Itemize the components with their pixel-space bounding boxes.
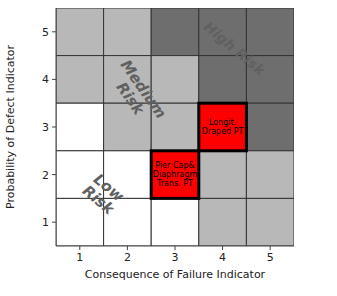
x-tick xyxy=(127,246,128,250)
y-tick xyxy=(52,31,56,32)
cell xyxy=(151,8,199,56)
y-tick xyxy=(52,222,56,223)
cell xyxy=(56,8,104,56)
text-line: Diaphragm xyxy=(153,170,198,179)
cell xyxy=(104,8,152,56)
x-tick xyxy=(175,246,176,250)
x-axis-label: Consequence of Failure Indicator xyxy=(85,268,266,281)
text-line: Pier Cap& xyxy=(155,161,194,170)
plot-area xyxy=(56,8,294,246)
x-tick-label: 5 xyxy=(267,251,274,264)
cell xyxy=(246,198,294,246)
chart: Longit.Draped PT Pier Cap&DiaphragmTrans.… xyxy=(0,0,337,296)
cell xyxy=(151,198,199,246)
cell xyxy=(246,8,294,56)
cell xyxy=(56,56,104,104)
x-tick xyxy=(222,246,223,250)
highlight-border xyxy=(151,151,199,199)
x-tick-label: 2 xyxy=(124,251,131,264)
zone-label: High Risk xyxy=(201,18,270,79)
x-tick-label: 4 xyxy=(219,251,226,264)
x-tick xyxy=(270,246,271,250)
y-tick xyxy=(52,174,56,175)
y-tick-label: 3 xyxy=(42,121,49,134)
y-tick xyxy=(52,79,56,80)
y-tick-label: 1 xyxy=(42,216,49,229)
y-axis-label: Probability of Defect Indicator xyxy=(4,44,17,209)
zone-label: MediumRisk xyxy=(103,57,169,132)
highlight-border xyxy=(199,103,247,151)
text-line: Risk xyxy=(113,79,149,119)
text-line: Draped PT xyxy=(202,127,244,136)
x-tick-label: 1 xyxy=(76,251,83,264)
y-tick xyxy=(52,127,56,128)
y-tick-label: 5 xyxy=(42,26,49,39)
cell xyxy=(199,198,247,246)
text-line: High Risk xyxy=(201,18,270,79)
zone-label: LowRisk xyxy=(79,169,129,219)
cell xyxy=(151,151,199,199)
cell xyxy=(199,103,247,151)
cell-label: Longit.Draped PT xyxy=(202,118,244,136)
cell xyxy=(246,151,294,199)
text-line: Trans. PT xyxy=(156,179,193,188)
x-tick xyxy=(79,246,80,250)
cell xyxy=(246,103,294,151)
y-tick-label: 4 xyxy=(42,73,49,86)
cell xyxy=(56,103,104,151)
cell xyxy=(199,151,247,199)
cell-label: Pier Cap&DiaphragmTrans. PT xyxy=(153,161,198,188)
y-tick-label: 2 xyxy=(42,169,49,182)
text-line: Longit. xyxy=(209,118,236,127)
text-line: Risk xyxy=(79,182,119,219)
x-tick-label: 3 xyxy=(172,251,179,264)
